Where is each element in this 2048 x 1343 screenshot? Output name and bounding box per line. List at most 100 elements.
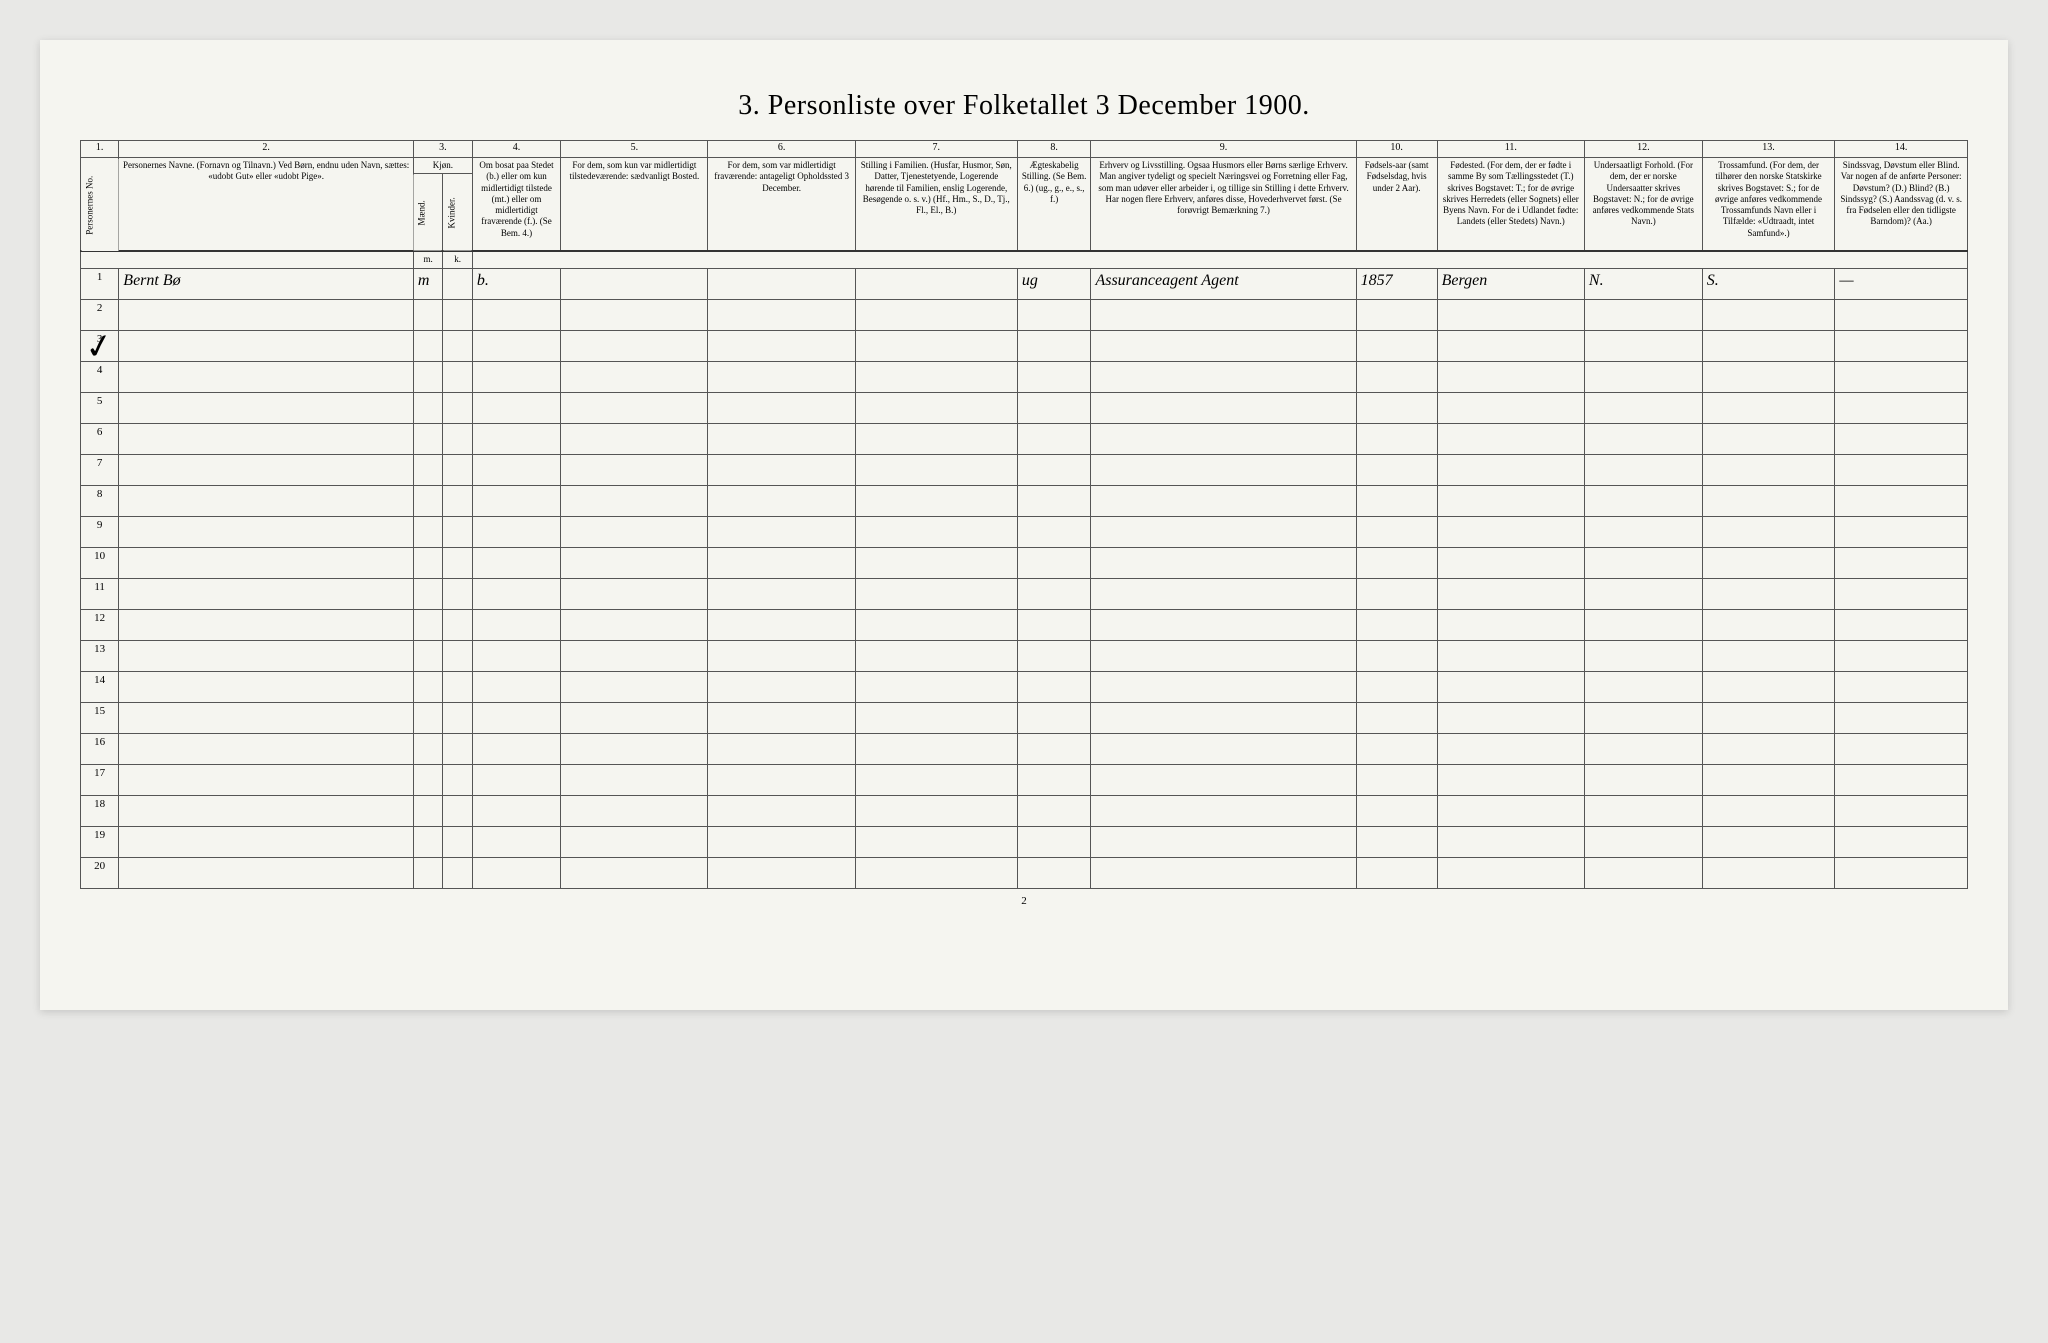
cell-c13 [1702, 702, 1835, 733]
cell-c13 [1702, 392, 1835, 423]
cell-c10 [1356, 702, 1437, 733]
cell-c11 [1437, 764, 1584, 795]
cell-c14 [1835, 826, 1968, 857]
cell-c5 [561, 268, 708, 299]
cell-name [119, 733, 414, 764]
cell-c7 [855, 671, 1017, 702]
cell-c14 [1835, 578, 1968, 609]
cell-m [413, 795, 442, 826]
cell-c9 [1091, 609, 1356, 640]
cell-c14 [1835, 702, 1968, 733]
table-row: 17 [81, 764, 1968, 795]
cell-c8 [1017, 454, 1091, 485]
cell-c5 [561, 485, 708, 516]
cell-c14 [1835, 330, 1968, 361]
colnum: 3. [413, 141, 472, 158]
table-row: 12 [81, 609, 1968, 640]
cell-c9 [1091, 423, 1356, 454]
col-header: For dem, som var midlertidigt fraværende… [708, 158, 855, 252]
colnum: 8. [1017, 141, 1091, 158]
colnum: 10. [1356, 141, 1437, 158]
cell-c6 [708, 609, 855, 640]
table-row: 10 [81, 547, 1968, 578]
cell-c4 [472, 578, 560, 609]
cell-c5 [561, 392, 708, 423]
table-row: 18 [81, 795, 1968, 826]
cell-c12 [1584, 578, 1702, 609]
col-header: Personernes No. [81, 158, 119, 252]
sex-m-header: Mænd. [413, 174, 442, 252]
cell-c11 [1437, 733, 1584, 764]
cell-c11 [1437, 609, 1584, 640]
cell-name [119, 795, 414, 826]
cell-c12 [1584, 485, 1702, 516]
cell-c7 [855, 516, 1017, 547]
cell-c11 [1437, 702, 1584, 733]
cell-c10 [1356, 330, 1437, 361]
cell-c14 [1835, 671, 1968, 702]
cell-k [443, 392, 472, 423]
cell-c14 [1835, 640, 1968, 671]
table-row: 9 [81, 516, 1968, 547]
cell-c7 [855, 423, 1017, 454]
cell-c13 [1702, 330, 1835, 361]
cell-c11 [1437, 485, 1584, 516]
cell-n: 5 [81, 392, 119, 423]
colnum: 14. [1835, 141, 1968, 158]
table-row: 3 [81, 330, 1968, 361]
table-header: 1. 2. 3. 4. 5. 6. 7. 8. 9. 10. 11. 12. 1… [81, 141, 1968, 269]
cell-n: 14 [81, 671, 119, 702]
cell-c4 [472, 392, 560, 423]
cell-m [413, 392, 442, 423]
table-row: 1Bernt Bømb.ugAssuranceagent Agent1857Be… [81, 268, 1968, 299]
cell-c11 [1437, 547, 1584, 578]
column-header-row: Personernes No. Personernes Navne. (Forn… [81, 158, 1968, 174]
cell-c14 [1835, 392, 1968, 423]
cell-c13 [1702, 764, 1835, 795]
cell-m [413, 702, 442, 733]
cell-c4 [472, 795, 560, 826]
cell-n: 8 [81, 485, 119, 516]
cell-c11 [1437, 826, 1584, 857]
cell-n: 13 [81, 640, 119, 671]
cell-c8 [1017, 485, 1091, 516]
cell-c10 [1356, 578, 1437, 609]
cell-c11 [1437, 857, 1584, 888]
table-row: 7 [81, 454, 1968, 485]
col-header: Personernes Navne. (Fornavn og Tilnavn.)… [119, 158, 414, 252]
cell-k [443, 733, 472, 764]
colnum: 6. [708, 141, 855, 158]
cell-n: 11 [81, 578, 119, 609]
cell-name: Bernt Bø [119, 268, 414, 299]
cell-c11 [1437, 423, 1584, 454]
cell-c4: b. [472, 268, 560, 299]
cell-c7 [855, 764, 1017, 795]
cell-n: 18 [81, 795, 119, 826]
col-header: Erhverv og Livsstilling. Ogsaa Husmors e… [1091, 158, 1356, 252]
cell-m [413, 764, 442, 795]
cell-m [413, 671, 442, 702]
cell-c6 [708, 671, 855, 702]
cell-c10 [1356, 764, 1437, 795]
document-page: ✓ 3. Personliste over Folketallet 3 Dece… [40, 40, 2008, 1010]
cell-c9 [1091, 361, 1356, 392]
cell-c10 [1356, 795, 1437, 826]
col-header: Fødsels-aar (samt Fødselsdag, hvis under… [1356, 158, 1437, 252]
cell-c14: — [1835, 268, 1968, 299]
col-header: Sindssvag, Døvstum eller Blind. Var noge… [1835, 158, 1968, 252]
cell-c6 [708, 826, 855, 857]
cell-c14 [1835, 795, 1968, 826]
col-header: Kjøn. [413, 158, 472, 174]
cell-c13 [1702, 516, 1835, 547]
cell-c13 [1702, 640, 1835, 671]
cell-n: 20 [81, 857, 119, 888]
cell-c9 [1091, 764, 1356, 795]
cell-n: 19 [81, 826, 119, 857]
cell-c10 [1356, 454, 1437, 485]
cell-c4 [472, 857, 560, 888]
cell-c7 [855, 578, 1017, 609]
cell-m [413, 299, 442, 330]
col-header: Trossamfund. (For dem, der tilhører den … [1702, 158, 1835, 252]
cell-name [119, 516, 414, 547]
cell-name [119, 454, 414, 485]
